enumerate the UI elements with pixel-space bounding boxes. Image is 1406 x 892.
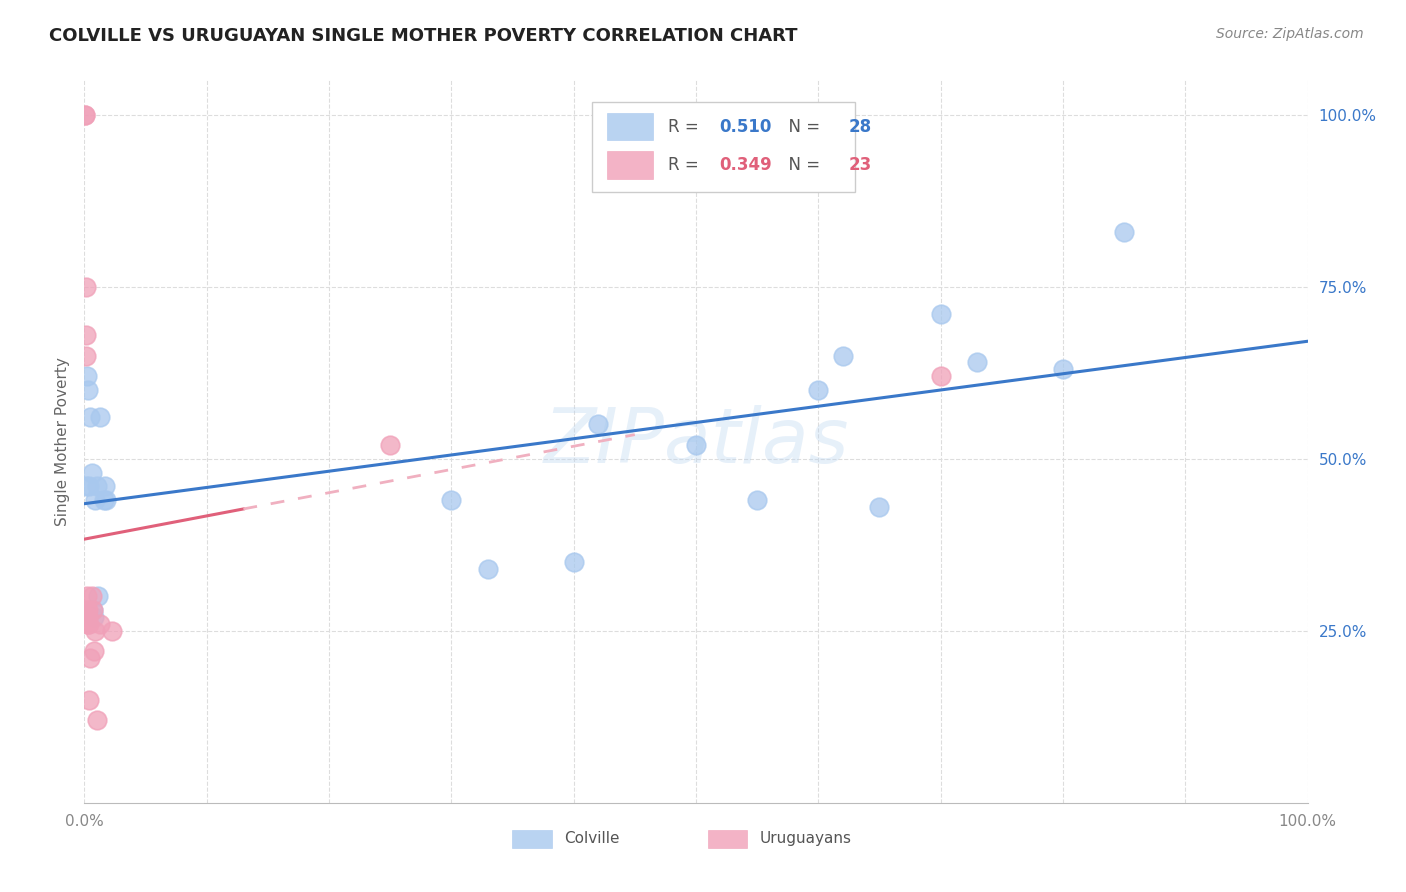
Point [869,500,891,514]
Text: N =: N = [778,118,825,136]
Point [84,624,107,638]
Point [87,590,110,604]
Point [929,369,952,384]
Text: R =: R = [668,156,704,174]
Point [77,692,100,706]
Point [73,108,96,122]
Point [82,603,104,617]
Point [77,610,100,624]
Point [75,327,97,342]
Point [75,479,97,493]
Point [747,493,769,508]
Point [79,410,101,425]
Point [76,369,98,384]
Text: Colville: Colville [564,831,620,847]
Point [96,493,118,508]
Point [77,616,100,631]
Point [77,479,100,493]
Point [76,616,98,631]
Point [76,590,98,604]
Point [477,562,499,576]
Point [86,479,108,493]
Point [83,610,105,624]
Y-axis label: Single Mother Poverty: Single Mother Poverty [55,357,70,526]
Point [82,603,104,617]
Point [807,383,830,397]
Point [89,616,111,631]
Point [79,651,101,665]
FancyBboxPatch shape [606,112,654,140]
Point [831,349,853,363]
Point [75,108,97,122]
Text: R =: R = [668,118,704,136]
Point [76,603,98,617]
Point [380,438,402,452]
Text: 28: 28 [849,118,872,136]
Point [1114,225,1136,239]
Text: ZIPatlas: ZIPatlas [543,405,849,478]
Point [94,479,117,493]
Point [77,383,100,397]
Point [562,555,585,569]
Point [89,410,111,425]
Point [440,493,463,508]
FancyBboxPatch shape [513,830,551,847]
Point [101,624,124,638]
Point [1052,362,1074,376]
Text: 0.349: 0.349 [720,156,772,174]
Point [83,644,105,658]
Text: Uruguayans: Uruguayans [759,831,852,847]
Point [77,616,100,631]
FancyBboxPatch shape [606,151,654,178]
FancyBboxPatch shape [709,830,748,847]
Point [86,713,108,727]
Text: Source: ZipAtlas.com: Source: ZipAtlas.com [1216,27,1364,41]
Point [586,417,609,432]
Text: COLVILLE VS URUGUAYAN SINGLE MOTHER POVERTY CORRELATION CHART: COLVILLE VS URUGUAYAN SINGLE MOTHER POVE… [49,27,797,45]
Point [685,438,707,452]
Point [75,279,97,293]
FancyBboxPatch shape [592,102,855,193]
Point [93,493,115,508]
Point [929,307,952,321]
Point [966,355,988,369]
Text: N =: N = [778,156,825,174]
Point [77,603,100,617]
Point [80,590,103,604]
Text: 23: 23 [849,156,872,174]
Text: 0.510: 0.510 [720,118,772,136]
Point [75,349,97,363]
Point [84,493,107,508]
Point [80,466,103,480]
